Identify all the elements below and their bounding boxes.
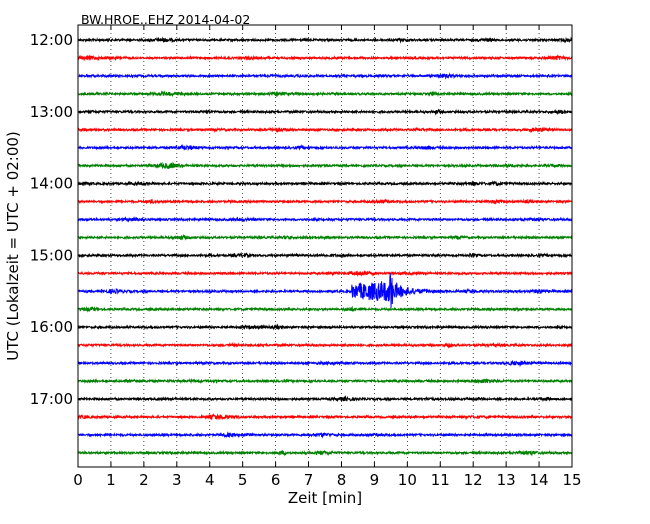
x-tick-label: 6: [271, 471, 281, 489]
x-tick-label: 3: [172, 471, 182, 489]
x-tick-label: 0: [73, 471, 83, 489]
trace-line-1315: [77, 126, 573, 134]
x-axis-label: Zeit [min]: [288, 489, 362, 507]
trace-line-1600: [77, 323, 573, 331]
trace-line-1615: [77, 341, 573, 349]
trace-line-1500: [77, 251, 573, 259]
y-tick-label: 15:00: [30, 246, 73, 264]
y-tick-label: 16:00: [30, 318, 73, 336]
trace-line-1700: [77, 394, 573, 403]
trace-line-1515: [77, 269, 573, 277]
trace-line-1230: [77, 72, 573, 80]
axis-ticks: 0 1 2 3 4 5 6 7 8 9 10 11 12 13 14 1512:0013:0014:0015:…: [30, 25, 582, 489]
trace-line-1415: [77, 198, 573, 205]
x-tick-label: 2: [139, 471, 149, 489]
trace-line-1545: [77, 305, 573, 313]
x-tick-label: 12: [464, 471, 483, 489]
x-tick-label: 10: [398, 471, 417, 489]
trace-line-1200: [77, 36, 573, 44]
x-tick-label: 5: [238, 471, 248, 489]
y-tick-label: 17:00: [30, 390, 73, 408]
grid-lines: [110, 25, 540, 467]
x-tick-label: 11: [431, 471, 450, 489]
y-tick-label: 14:00: [30, 175, 73, 193]
trace-line-1530: [77, 273, 573, 308]
x-tick-label: 15: [562, 471, 581, 489]
y-tick-label: 13:00: [30, 103, 73, 121]
trace-line-1330: [77, 143, 573, 152]
x-tick-label: 1: [106, 471, 116, 489]
y-tick-label: 12:00: [30, 31, 73, 49]
trace-line-1715: [77, 412, 573, 421]
x-tick-label: 14: [530, 471, 549, 489]
trace-line-1345: [77, 161, 573, 170]
trace-line-1245: [77, 90, 573, 98]
x-tick-label: 8: [337, 471, 347, 489]
trace-line-1630: [77, 359, 573, 368]
trace-line-1730: [77, 431, 573, 439]
y-axis-label: UTC (Lokalzeit = UTC + 02:00): [4, 131, 22, 361]
trace-line-1215: [77, 54, 573, 62]
x-tick-label: 7: [304, 471, 314, 489]
trace-line-1430: [77, 216, 573, 223]
trace-line-1400: [77, 180, 573, 187]
trace-lines: [77, 36, 573, 457]
plot-frame: [77, 24, 573, 468]
x-tick-label: 13: [497, 471, 516, 489]
trace-line-1745: [77, 449, 573, 457]
trace-line-1645: [77, 377, 573, 385]
chart-title: BW.HROE..EHZ 2014-04-02: [81, 12, 250, 27]
trace-line-1300: [77, 108, 573, 116]
x-tick-label: 9: [370, 471, 380, 489]
x-tick-label: 4: [205, 471, 215, 489]
trace-line-1445: [77, 233, 573, 241]
